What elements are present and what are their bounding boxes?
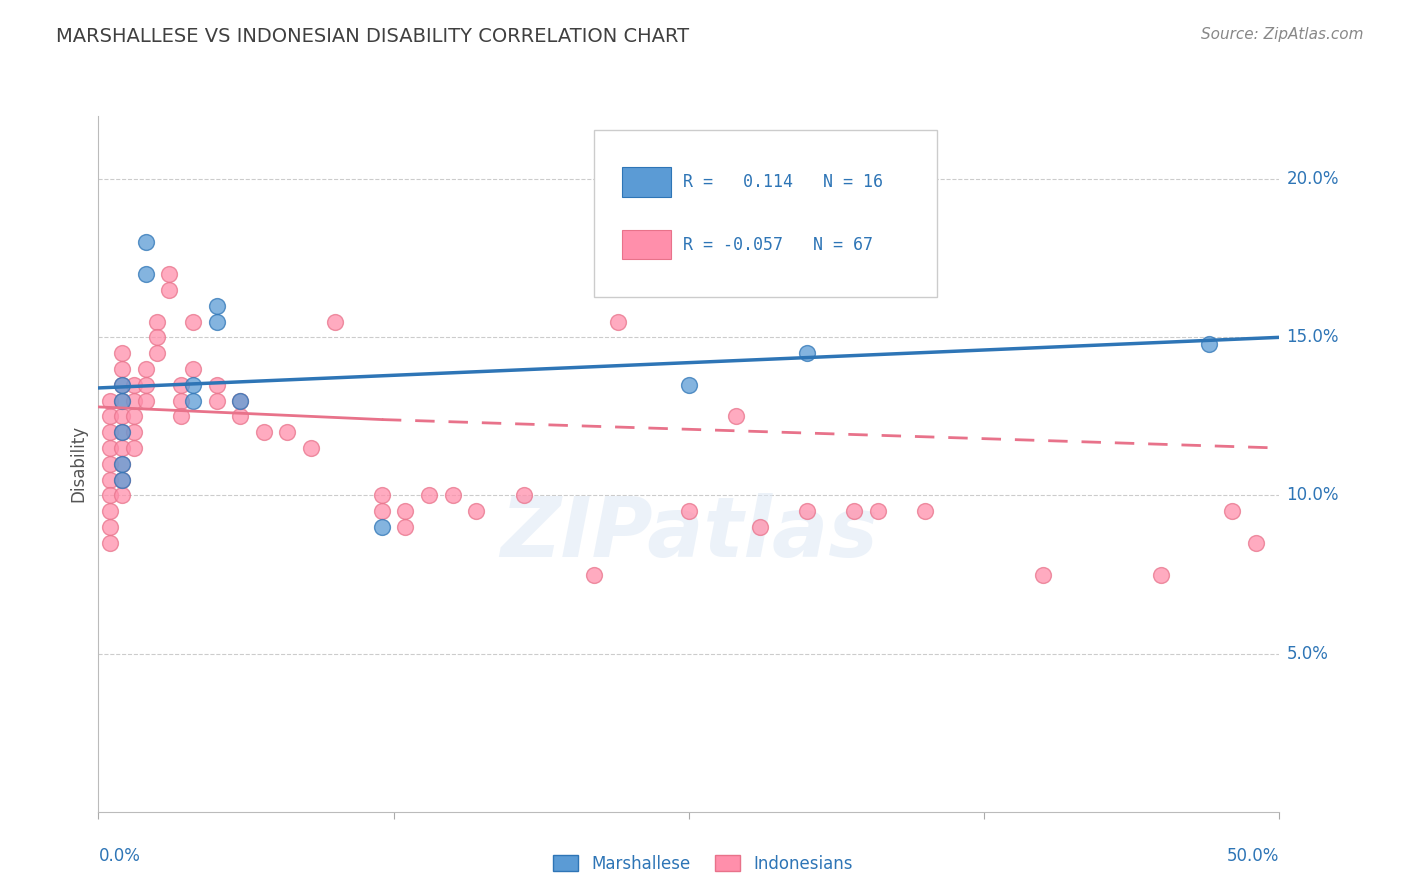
Point [98,457,121,471]
Point [1032,567,1054,582]
FancyBboxPatch shape [595,130,936,297]
Point [371,488,394,502]
Point [122,425,145,440]
Point [135,377,157,392]
Point [111,425,134,440]
Point [122,393,145,408]
Point [914,504,936,518]
Point [98,441,121,455]
Point [205,299,228,313]
Point [135,267,157,281]
Point [146,314,169,328]
Point [253,425,276,440]
Point [678,504,700,518]
Text: 5.0%: 5.0% [1286,645,1329,663]
Point [1220,504,1243,518]
Point [146,346,169,360]
Point [157,283,180,297]
Point [394,520,416,534]
Point [1244,536,1267,550]
Point [205,393,228,408]
Point [135,362,157,376]
Point [122,409,145,424]
Point [371,520,394,534]
Point [796,504,818,518]
Point [441,488,464,502]
Point [205,314,228,328]
Point [111,393,134,408]
Point [418,488,440,502]
Text: Source: ZipAtlas.com: Source: ZipAtlas.com [1201,27,1364,42]
Text: ZIPatlas: ZIPatlas [501,493,877,574]
Point [111,473,134,487]
Text: R =   0.114   N = 16: R = 0.114 N = 16 [683,173,883,191]
Point [181,393,204,408]
Point [1198,336,1220,351]
Point [181,377,204,392]
Point [512,488,534,502]
Point [146,330,169,344]
Point [866,504,889,518]
Point [98,488,121,502]
Point [678,377,700,392]
Point [844,504,866,518]
Point [111,377,134,392]
Point [98,425,121,440]
Point [157,267,180,281]
Text: MARSHALLESE VS INDONESIAN DISABILITY CORRELATION CHART: MARSHALLESE VS INDONESIAN DISABILITY COR… [56,27,689,45]
Point [170,393,193,408]
Y-axis label: Disability: Disability [69,425,87,502]
Point [135,235,157,250]
Point [98,393,121,408]
Point [111,409,134,424]
Point [170,409,193,424]
Point [111,488,134,502]
Point [465,504,488,518]
Point [122,377,145,392]
Point [181,314,204,328]
FancyBboxPatch shape [621,230,671,260]
Point [371,504,394,518]
Point [111,377,134,392]
Point [111,457,134,471]
Point [111,362,134,376]
Point [607,314,630,328]
Point [229,393,252,408]
Point [583,567,606,582]
Point [98,520,121,534]
Point [170,377,193,392]
Point [299,441,322,455]
Point [276,425,298,440]
Point [181,362,204,376]
Text: 50.0%: 50.0% [1227,847,1279,865]
Text: R = -0.057   N = 67: R = -0.057 N = 67 [683,235,873,253]
Point [323,314,346,328]
Point [205,377,228,392]
Text: 15.0%: 15.0% [1286,328,1339,346]
Legend: Marshallese, Indonesians: Marshallese, Indonesians [546,848,860,880]
Point [1150,567,1173,582]
Point [111,457,134,471]
Point [98,536,121,550]
Text: 10.0%: 10.0% [1286,486,1339,505]
Point [98,504,121,518]
FancyBboxPatch shape [621,168,671,196]
Point [796,346,818,360]
Point [229,409,252,424]
Point [725,409,748,424]
Text: 0.0%: 0.0% [98,847,141,865]
Point [98,473,121,487]
Point [122,441,145,455]
Point [394,504,416,518]
Point [98,409,121,424]
Point [748,520,770,534]
Point [111,393,134,408]
Point [111,425,134,440]
Point [111,441,134,455]
Text: 20.0%: 20.0% [1286,170,1339,188]
Point [111,473,134,487]
Point [135,393,157,408]
Point [229,393,252,408]
Point [111,346,134,360]
